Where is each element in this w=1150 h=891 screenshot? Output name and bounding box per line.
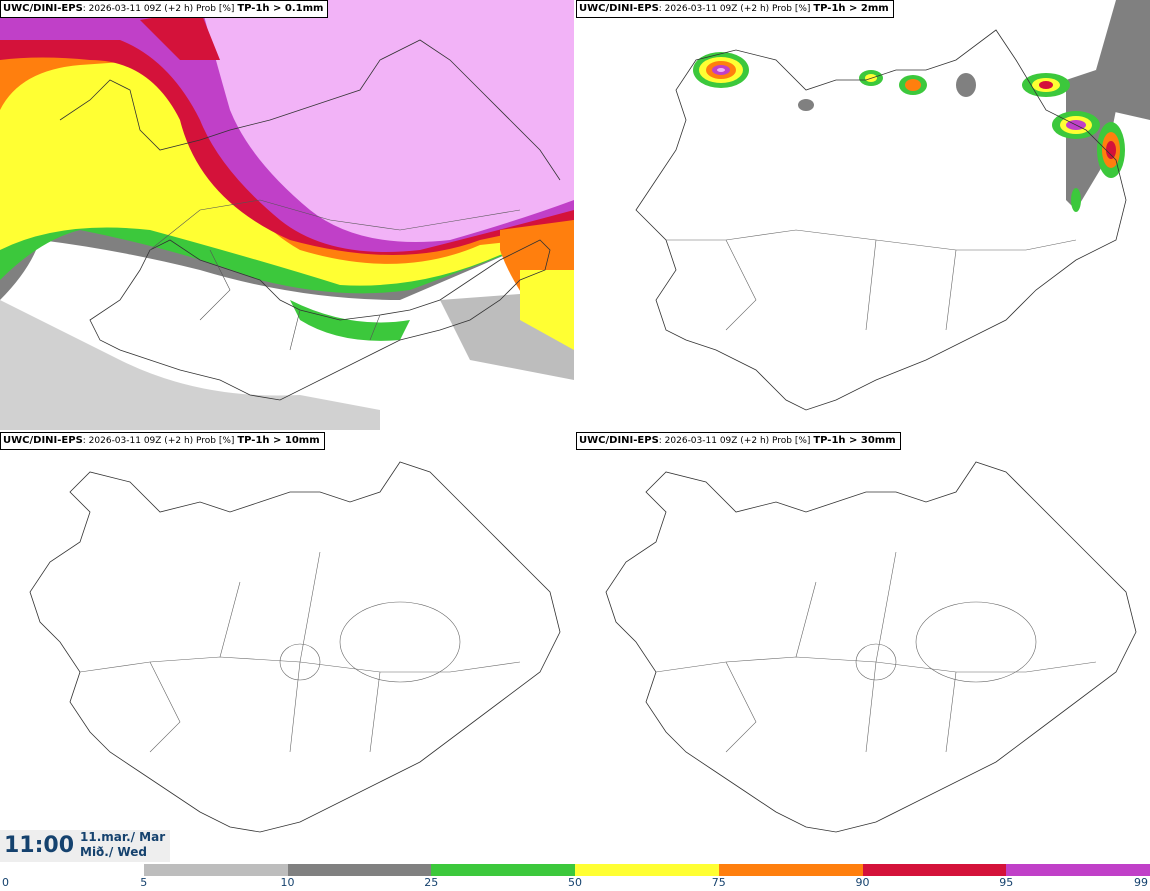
- legend-color-segment: [143, 864, 288, 876]
- model-name: UWC/DINI-EPS: [579, 3, 659, 14]
- panel-title: UWC/DINI-EPS: 2026-03-11 09Z (+2 h) Prob…: [576, 432, 901, 450]
- run-info: : 2026-03-11 09Z (+2 h) Prob [%]: [658, 436, 814, 446]
- legend-tick-label: 25: [424, 876, 439, 889]
- model-name: UWC/DINI-EPS: [579, 435, 659, 446]
- model-name: UWC/DINI-EPS: [3, 3, 83, 14]
- variable-name: TP-1h > 30mm: [813, 435, 896, 446]
- run-info: : 2026-03-11 09Z (+2 h) Prob [%]: [82, 4, 238, 14]
- panel-title: UWC/DINI-EPS: 2026-03-11 09Z (+2 h) Prob…: [576, 0, 894, 18]
- legend-tick-label: 95: [999, 876, 1014, 889]
- map-panel-tp-2mm: UWC/DINI-EPS: 2026-03-11 09Z (+2 h) Prob…: [576, 0, 1150, 430]
- map-panel-tp-0.1mm: UWC/DINI-EPS: 2026-03-11 09Z (+2 h) Prob…: [0, 0, 574, 430]
- map-panel-tp-10mm: UWC/DINI-EPS: 2026-03-11 09Z (+2 h) Prob…: [0, 432, 574, 862]
- legend-tick-label: 10: [280, 876, 295, 889]
- run-info: : 2026-03-11 09Z (+2 h) Prob [%]: [82, 436, 238, 446]
- legend-color-segment: [575, 864, 719, 876]
- valid-time-box: 11:00 11.mar./ Mar Mið./ Wed: [0, 830, 170, 862]
- variable-name: TP-1h > 0.1mm: [237, 3, 324, 14]
- day-line: Mið./ Wed: [80, 845, 147, 859]
- legend-tick-label: 0: [2, 876, 9, 889]
- model-name: UWC/DINI-EPS: [3, 435, 83, 446]
- legend-tick-label: 75: [711, 876, 726, 889]
- legend-tick-label: 50: [568, 876, 582, 889]
- legend-color-segment: [862, 864, 1007, 876]
- legend-color-segment: [431, 864, 575, 876]
- map-panel-tp-30mm: UWC/DINI-EPS: 2026-03-11 09Z (+2 h) Prob…: [576, 432, 1150, 862]
- variable-name: TP-1h > 10mm: [237, 435, 320, 446]
- variable-name: TP-1h > 2mm: [813, 3, 889, 14]
- panel-title: UWC/DINI-EPS: 2026-03-11 09Z (+2 h) Prob…: [0, 0, 329, 18]
- legend-color-segment: [287, 864, 432, 876]
- valid-date: 11.mar./ Mar Mið./ Wed: [80, 830, 165, 860]
- legend-tick-label: 5: [140, 876, 148, 889]
- probability-field-10mm: [0, 432, 574, 833]
- probability-field-30mm: [576, 432, 1150, 833]
- valid-time: 11:00: [4, 833, 75, 858]
- color-legend: 0 5 10 25 50 75 90 95 99: [0, 862, 1150, 891]
- legend-color-segment: [0, 864, 144, 876]
- legend-color-segment: [718, 864, 863, 876]
- probability-field-0.1mm: [0, 0, 574, 430]
- probability-field-2mm: [576, 0, 1150, 430]
- run-info: : 2026-03-11 09Z (+2 h) Prob [%]: [658, 4, 814, 14]
- legend-tick-label: 99: [1134, 876, 1148, 889]
- date-line: 11.mar./ Mar: [80, 830, 166, 844]
- legend-tick-label: 90: [855, 876, 870, 889]
- panel-title: UWC/DINI-EPS: 2026-03-11 09Z (+2 h) Prob…: [0, 432, 325, 450]
- legend-color-segment: [1006, 864, 1150, 876]
